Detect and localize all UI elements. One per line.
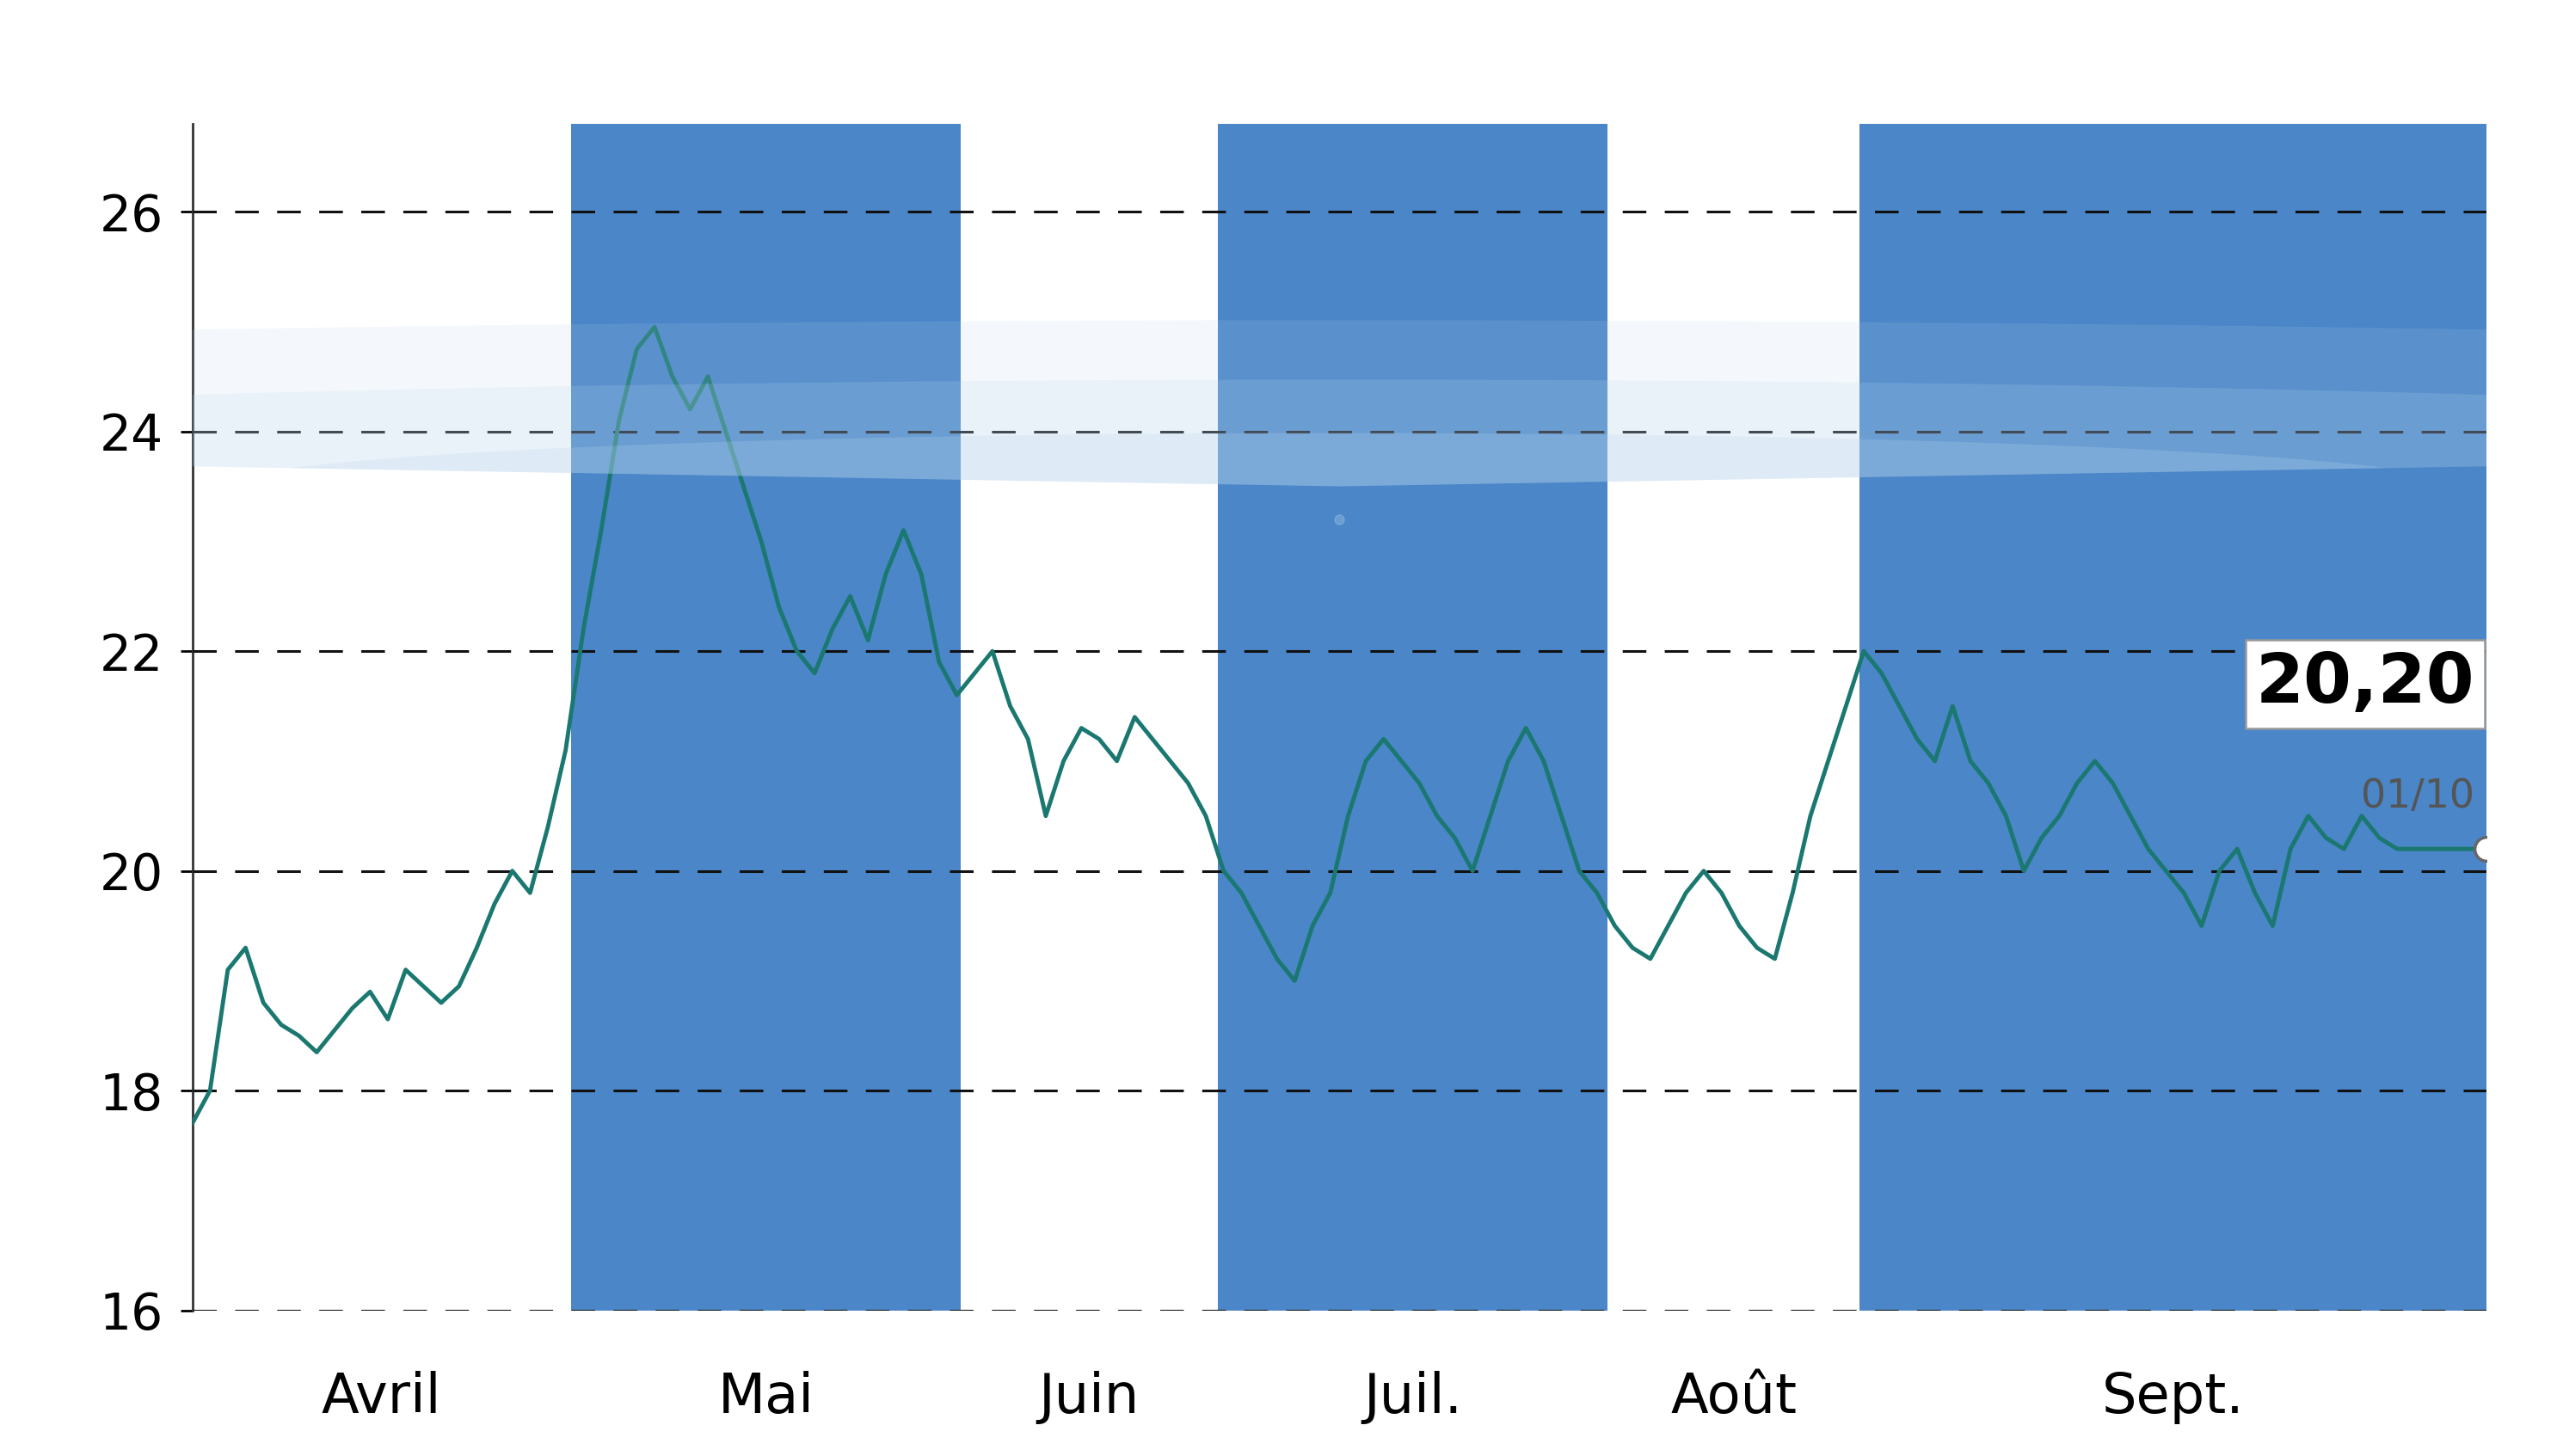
Text: Mai: Mai — [718, 1372, 815, 1424]
Text: 20,20: 20,20 — [2255, 651, 2476, 718]
Wedge shape — [0, 380, 2563, 486]
Text: Août: Août — [1671, 1372, 1797, 1424]
Wedge shape — [292, 432, 2386, 486]
Text: Sept.: Sept. — [2102, 1372, 2245, 1424]
Bar — [1861, 124, 2486, 1310]
Text: SFC Energy AG: SFC Energy AG — [923, 13, 1640, 98]
Wedge shape — [0, 320, 2563, 486]
Bar — [1217, 124, 1607, 1310]
Bar — [572, 124, 961, 1310]
Text: Juil.: Juil. — [1364, 1372, 1461, 1424]
Text: 01/10: 01/10 — [2361, 778, 2476, 815]
Text: Juin: Juin — [1038, 1372, 1141, 1424]
Text: Avril: Avril — [320, 1372, 441, 1424]
